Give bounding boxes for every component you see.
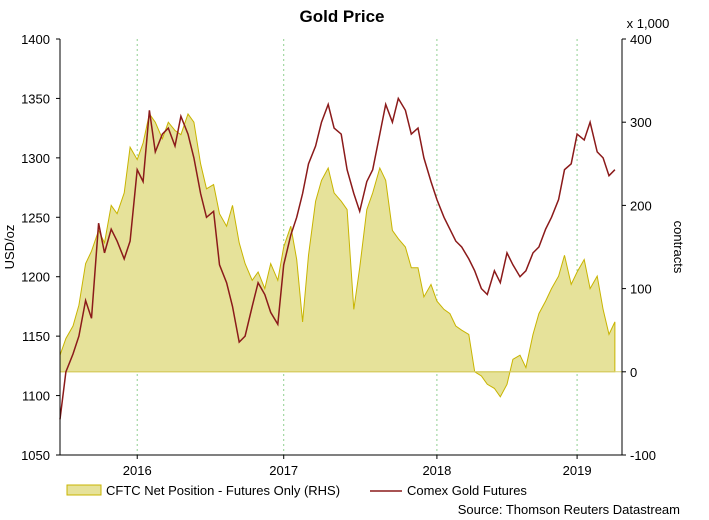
right-axis-multiplier: x 1,000 (627, 16, 670, 31)
right-tick-label: 300 (630, 115, 652, 130)
legend-label-cftc: CFTC Net Position - Futures Only (RHS) (106, 483, 340, 498)
legend: CFTC Net Position - Futures Only (RHS) C… (66, 483, 527, 498)
right-tick-label: -100 (630, 448, 656, 463)
x-tick-label: 2019 (563, 463, 592, 478)
left-tick-label: 1050 (21, 448, 50, 463)
chart-title: Gold Price (299, 7, 384, 26)
right-tick-label: 100 (630, 282, 652, 297)
left-tick-label: 1250 (21, 210, 50, 225)
x-tick-label: 2017 (269, 463, 298, 478)
gridlines (136, 39, 578, 455)
right-tick-label: 0 (630, 365, 637, 380)
source-note: Source: Thomson Reuters Datastream (458, 502, 680, 517)
left-tick-label: 1300 (21, 151, 50, 166)
right-tick-label: 400 (630, 32, 652, 47)
axes: 1050 1100 1150 1200 1250 1300 1350 1400 -100 0 100… (21, 32, 656, 478)
left-tick-label: 1150 (22, 329, 50, 344)
legend-label-comex: Comex Gold Futures (407, 483, 527, 498)
left-tick-label: 1400 (21, 32, 50, 47)
right-tick-label: 200 (630, 198, 652, 213)
comex-gold-futures-line (59, 96, 616, 420)
plot-area (59, 96, 622, 420)
x-tick-label: 2018 (422, 463, 451, 478)
right-axis-label: contracts (671, 221, 686, 274)
left-tick-label: 1200 (21, 270, 50, 285)
left-tick-label: 1100 (22, 389, 50, 404)
legend-swatch-cftc (66, 484, 102, 496)
left-axis-label: USD/oz (2, 225, 17, 270)
left-tick-label: 1350 (21, 91, 50, 106)
x-tick-label: 2016 (123, 463, 152, 478)
